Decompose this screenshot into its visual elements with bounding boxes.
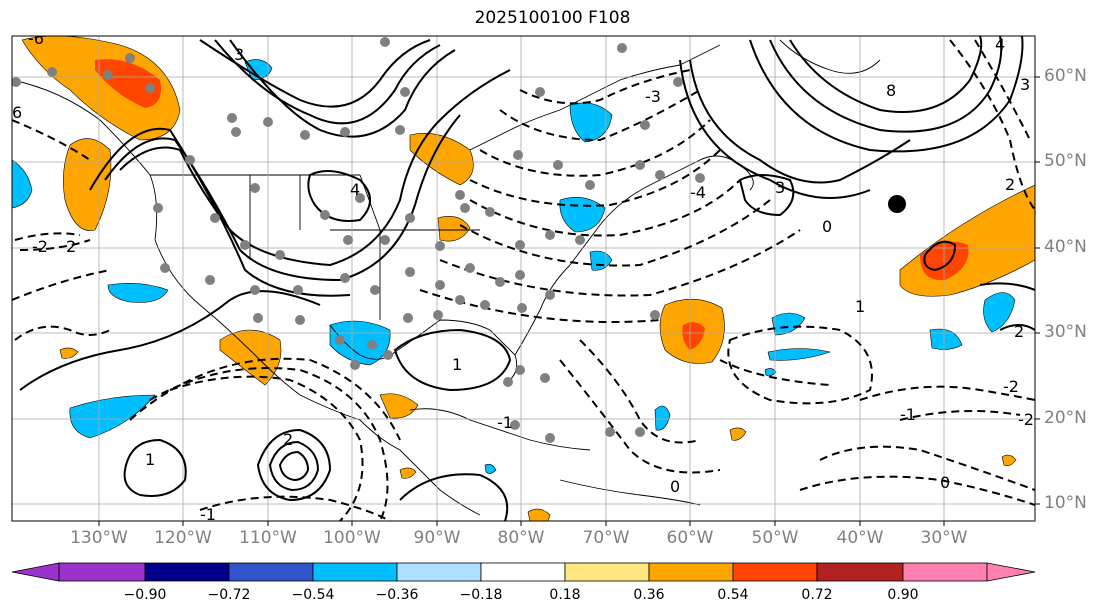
contour-label: -1 <box>200 505 216 524</box>
colorbar-swatch <box>816 562 904 582</box>
contour-label: 1 <box>452 355 462 374</box>
colorbar-tick-label: 0.36 <box>633 587 665 603</box>
station-dots <box>12 37 705 443</box>
lat-label: 40°N <box>1044 237 1087 257</box>
contour-label: 3 <box>775 178 785 197</box>
contour-label: 8 <box>886 81 896 100</box>
colorbar-tick-label: 0.90 <box>887 587 919 603</box>
colorbar-extend-low <box>11 562 60 582</box>
contour-label: -3 <box>645 87 661 106</box>
contour-label: -1 <box>497 413 513 432</box>
colorbar-swatch <box>396 562 482 582</box>
highlight-station-marker <box>888 195 906 213</box>
contour-label: 1 <box>145 450 155 469</box>
lat-label: 60°N <box>1044 66 1087 86</box>
colorbar-swatch <box>144 562 230 582</box>
colorbar-tick-label: −0.72 <box>207 587 251 603</box>
colorbar-swatch <box>228 562 314 582</box>
contour-label: 2 <box>283 430 293 449</box>
colorbar-tick-label: 0.54 <box>717 587 749 603</box>
contour-label: 3 <box>1020 75 1030 94</box>
contour-label: -2 <box>32 237 48 256</box>
colorbar-tick-label: −0.18 <box>459 587 503 603</box>
colorbar-extend-high <box>986 562 1036 582</box>
lon-label: 130°W <box>70 528 128 548</box>
contour-label: 1 <box>855 297 865 316</box>
lon-label: 90°W <box>413 528 461 548</box>
contour-label: 3 <box>234 45 244 64</box>
colorbar-tick-label: −0.90 <box>123 587 167 603</box>
lat-label: 30°N <box>1044 322 1087 342</box>
contour-label: 2 <box>1014 322 1024 341</box>
colorbar-swatch <box>480 562 566 582</box>
lon-label: 30°W <box>920 528 968 548</box>
lat-ticks <box>1035 76 1040 505</box>
colorbar <box>11 562 1036 582</box>
lon-label: 70°W <box>582 528 630 548</box>
colorbar-swatch <box>58 562 146 582</box>
lat-label: 10°N <box>1044 493 1087 513</box>
colorbar-tick-label: 0.18 <box>549 587 581 603</box>
contour-label: 4 <box>995 35 1005 54</box>
lon-label: 120°W <box>154 528 212 548</box>
contour-label: 0 <box>940 473 950 492</box>
plot-frame <box>11 35 1036 522</box>
contour-label: 2 <box>1005 175 1015 194</box>
contour-label: 2 <box>66 237 76 256</box>
colorbar-tick-label: −0.36 <box>375 587 419 603</box>
lon-label: 80°W <box>497 528 545 548</box>
contour-label: -2 <box>1003 377 1019 396</box>
colorbar-swatch <box>312 562 398 582</box>
lon-label: 100°W <box>323 528 381 548</box>
contour-label: 6 <box>12 103 22 122</box>
contour-label: -1 <box>900 405 916 424</box>
lat-label: 50°N <box>1044 151 1087 171</box>
lon-label: 50°W <box>751 528 799 548</box>
lon-label: 40°W <box>836 528 884 548</box>
contour-label: -4 <box>690 183 706 202</box>
colorbar-swatch <box>648 562 734 582</box>
contour-label: -6 <box>28 29 44 48</box>
lon-label: 110°W <box>239 528 297 548</box>
map-plot-area: 3 4 8 2 1 0 -1 -2 -3 -4 -6 6 3 4 3 2 -2 … <box>12 29 1035 524</box>
colorbar-swatch <box>902 562 988 582</box>
colorbar-swatch <box>732 562 818 582</box>
contour-label: 4 <box>350 180 360 199</box>
lon-ticks <box>98 521 945 526</box>
lat-label: 20°N <box>1044 408 1087 428</box>
contour-labels: 3 4 8 2 1 0 -1 -2 -3 -4 -6 6 3 4 3 2 -2 … <box>12 29 1034 524</box>
negative-contours <box>12 39 1035 521</box>
colorbar-tick-label: −0.54 <box>291 587 335 603</box>
contour-label: -2 <box>1018 410 1034 429</box>
contour-label: 0 <box>822 217 832 236</box>
positive-contours <box>19 36 1035 521</box>
contour-label: 0 <box>670 477 680 496</box>
colorbar-swatch <box>564 562 650 582</box>
map-title: 2025100100 F108 <box>474 8 631 28</box>
colorbar-tick-label: 0.72 <box>801 587 833 603</box>
lon-label: 60°W <box>666 528 714 548</box>
